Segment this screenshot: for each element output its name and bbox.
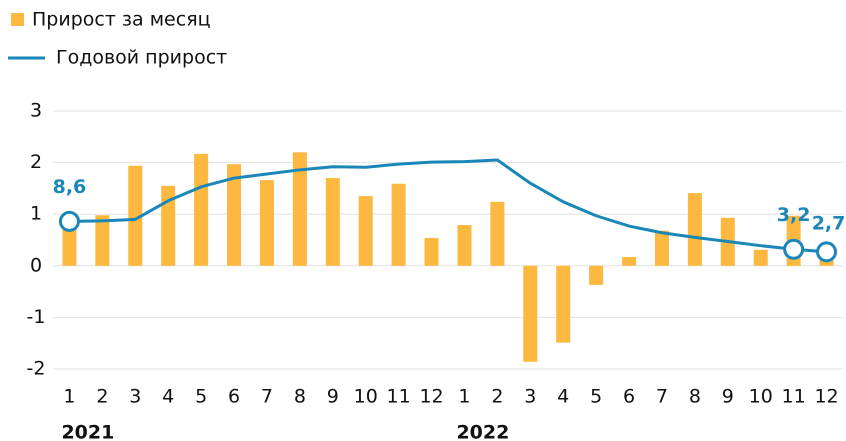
y-tick-label: -1 bbox=[27, 306, 46, 328]
x-tick-label: 6 bbox=[623, 386, 635, 408]
bar bbox=[687, 193, 702, 266]
x-tick-label: 3 bbox=[524, 386, 536, 408]
y-tick-label: 2 bbox=[30, 151, 42, 173]
x-tick-label: 8 bbox=[294, 386, 306, 408]
bar bbox=[128, 165, 143, 266]
x-tick-label: 11 bbox=[782, 386, 806, 408]
bar bbox=[753, 249, 768, 266]
bar bbox=[457, 225, 472, 266]
data-label: 2,7 bbox=[812, 212, 846, 234]
data-label: 8,6 bbox=[53, 176, 87, 198]
bar bbox=[292, 152, 307, 266]
point-marker bbox=[783, 238, 805, 260]
bar bbox=[161, 185, 176, 266]
x-tick-label: 2 bbox=[491, 386, 503, 408]
bar bbox=[325, 178, 340, 266]
bar bbox=[556, 265, 571, 343]
x-tick-label: 8 bbox=[689, 386, 701, 408]
x-tick-label: 6 bbox=[228, 386, 240, 408]
x-tick-label: 5 bbox=[590, 386, 602, 408]
bar bbox=[654, 230, 669, 266]
bar bbox=[622, 257, 637, 266]
y-tick-label: 3 bbox=[30, 100, 42, 122]
year-label: 2022 bbox=[456, 422, 509, 441]
bar bbox=[358, 196, 373, 266]
x-tick-label: 10 bbox=[354, 386, 378, 408]
bar bbox=[589, 265, 604, 285]
bar bbox=[523, 265, 538, 362]
x-tick-label: 2 bbox=[96, 386, 108, 408]
bar bbox=[259, 180, 274, 266]
x-tick-label: 7 bbox=[656, 386, 668, 408]
x-tick-label: 4 bbox=[162, 386, 174, 408]
point-marker bbox=[58, 210, 80, 232]
x-tick-label: 7 bbox=[261, 386, 273, 408]
x-tick-label: 11 bbox=[387, 386, 411, 408]
bar bbox=[391, 183, 406, 266]
bar bbox=[227, 164, 242, 266]
data-label: 3,2 bbox=[777, 204, 811, 226]
year-label: 2021 bbox=[61, 422, 114, 441]
bar bbox=[490, 201, 505, 266]
bar bbox=[95, 215, 110, 266]
y-tick-label: 1 bbox=[30, 203, 42, 225]
y-tick-label: -2 bbox=[27, 358, 46, 380]
legend-label: Годовой прирост bbox=[56, 47, 227, 69]
point-marker bbox=[816, 241, 838, 263]
x-tick-label: 10 bbox=[749, 386, 773, 408]
x-tick-label: 1 bbox=[458, 386, 470, 408]
y-tick-label: 0 bbox=[30, 254, 42, 276]
x-tick-label: 3 bbox=[129, 386, 141, 408]
x-tick-label: 4 bbox=[557, 386, 569, 408]
x-tick-label: 1 bbox=[63, 386, 75, 408]
bar bbox=[194, 153, 209, 266]
legend-label: Прирост за месяц bbox=[32, 9, 211, 31]
bar bbox=[424, 237, 439, 266]
x-tick-label: 9 bbox=[722, 386, 734, 408]
line bbox=[69, 158, 827, 254]
legend-swatch bbox=[11, 13, 24, 26]
x-tick-label: 5 bbox=[195, 386, 207, 408]
x-tick-label: 12 bbox=[814, 386, 838, 408]
x-tick-label: 12 bbox=[419, 386, 443, 408]
x-tick-label: 9 bbox=[327, 386, 339, 408]
